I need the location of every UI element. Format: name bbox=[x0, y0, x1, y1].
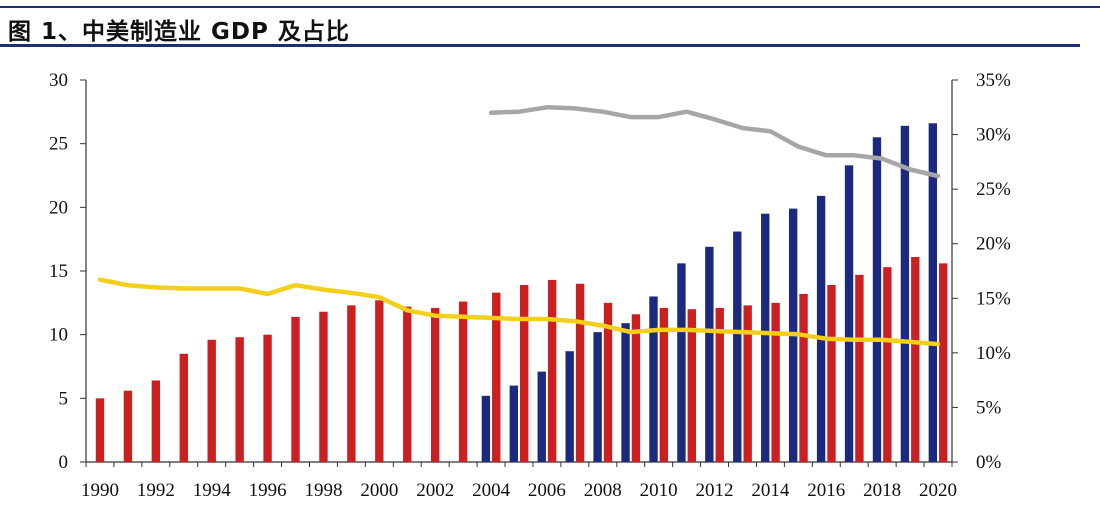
bar bbox=[291, 316, 300, 462]
left-tick-label: 5 bbox=[59, 388, 69, 409]
bar bbox=[458, 301, 468, 462]
bar bbox=[207, 339, 216, 462]
x-tick-label: 2008 bbox=[584, 480, 622, 501]
x-tick-label: 2010 bbox=[640, 480, 678, 501]
x-tick-label: 2018 bbox=[863, 480, 901, 501]
right-tick-label: 20% bbox=[976, 234, 1011, 255]
right-tick-label: 35% bbox=[976, 70, 1011, 91]
bar bbox=[575, 283, 585, 462]
bar bbox=[509, 385, 518, 462]
bar bbox=[431, 307, 440, 462]
bar bbox=[123, 390, 133, 462]
bar bbox=[827, 285, 836, 462]
x-tick-label: 1998 bbox=[304, 480, 342, 501]
bar bbox=[687, 309, 696, 462]
left-tick-label: 0 bbox=[59, 452, 69, 473]
bar bbox=[900, 125, 910, 462]
bar bbox=[631, 314, 641, 462]
bar bbox=[771, 302, 780, 462]
bar-series-us_bar bbox=[95, 256, 948, 462]
bar bbox=[235, 337, 244, 462]
bar bbox=[263, 334, 272, 462]
bar bbox=[761, 213, 770, 462]
bar bbox=[677, 263, 686, 462]
bar bbox=[715, 307, 724, 462]
bar bbox=[844, 165, 854, 462]
bar bbox=[883, 267, 892, 462]
bar bbox=[649, 296, 658, 462]
x-tick-label: 1994 bbox=[193, 480, 232, 501]
left-tick-label: 25 bbox=[49, 134, 68, 155]
x-tick-label: 2012 bbox=[696, 480, 734, 501]
right-tick-label: 5% bbox=[976, 397, 1002, 418]
right-tick-label: 15% bbox=[976, 288, 1011, 309]
bar bbox=[537, 371, 546, 462]
bar bbox=[939, 263, 948, 462]
bar bbox=[375, 300, 384, 462]
x-tick-label: 2006 bbox=[528, 480, 566, 501]
bar bbox=[928, 123, 938, 462]
bar bbox=[816, 195, 826, 462]
x-tick-label: 1990 bbox=[81, 480, 119, 501]
bar bbox=[799, 293, 808, 462]
x-tick-label: 2004 bbox=[472, 480, 511, 501]
bar bbox=[872, 137, 882, 463]
bar bbox=[593, 332, 602, 462]
bar bbox=[179, 353, 188, 462]
left-tick-label: 20 bbox=[49, 197, 68, 218]
bar bbox=[621, 323, 630, 462]
x-tick-label: 2016 bbox=[807, 480, 845, 501]
bar bbox=[565, 351, 574, 462]
bar bbox=[319, 311, 328, 462]
x-tick-label: 1992 bbox=[137, 480, 175, 501]
right-tick-label: 0% bbox=[976, 452, 1002, 473]
bar bbox=[733, 231, 742, 462]
x-tick-label: 2002 bbox=[416, 480, 454, 501]
line-series-china_share_line bbox=[488, 105, 941, 179]
bar bbox=[911, 256, 920, 462]
header-top-rule bbox=[0, 6, 1100, 8]
bar bbox=[347, 305, 356, 462]
right-tick-label: 30% bbox=[976, 125, 1011, 146]
bar bbox=[95, 398, 105, 462]
bar bbox=[481, 395, 491, 462]
left-tick-label: 15 bbox=[49, 261, 68, 282]
bar bbox=[743, 305, 752, 462]
x-tick-label: 2000 bbox=[360, 480, 398, 501]
figure-header: 图 1、中美制造业 GDP 及占比 bbox=[0, 0, 1100, 50]
line-series-us_share_line bbox=[97, 277, 941, 347]
bar bbox=[855, 274, 864, 462]
bar bbox=[659, 307, 669, 462]
left-tick-label: 30 bbox=[49, 70, 68, 91]
x-tick-label: 2020 bbox=[919, 480, 957, 501]
x-tick-label: 1996 bbox=[249, 480, 287, 501]
bar bbox=[705, 246, 714, 462]
bar bbox=[603, 302, 613, 462]
figure-title: 图 1、中美制造业 GDP 及占比 bbox=[8, 19, 350, 45]
bar bbox=[403, 306, 412, 462]
header-bottom-rule bbox=[0, 44, 1080, 47]
left-tick-label: 10 bbox=[49, 325, 68, 346]
x-tick-label: 2014 bbox=[751, 480, 790, 501]
bar bbox=[151, 380, 161, 462]
bar bbox=[547, 279, 557, 462]
right-tick-label: 10% bbox=[976, 343, 1011, 364]
right-tick-label: 25% bbox=[976, 179, 1011, 200]
bar bbox=[492, 292, 501, 462]
bar bbox=[520, 285, 529, 462]
